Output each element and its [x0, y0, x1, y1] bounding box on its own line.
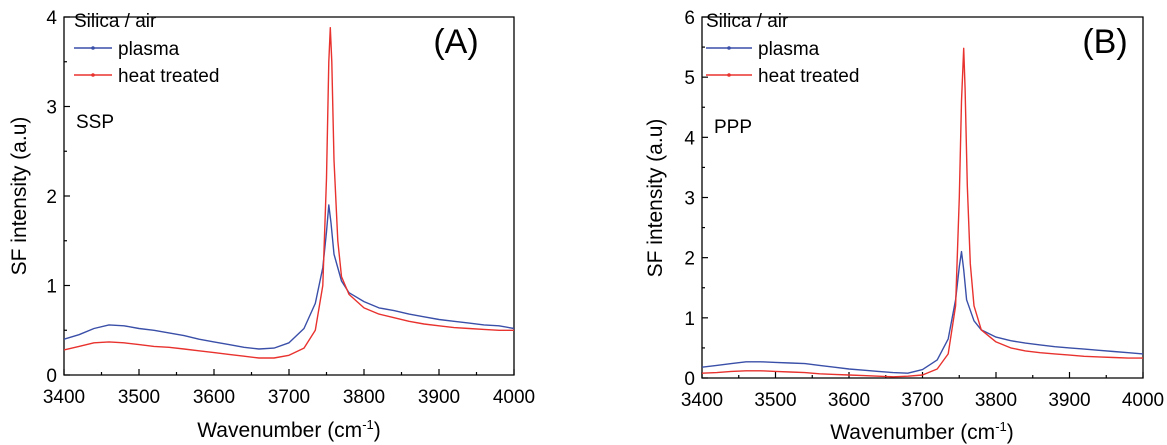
- x-axis-title: Wavenumber (cm-1): [197, 417, 381, 442]
- y-tick-label: 0: [684, 369, 695, 390]
- x-tick-label: 3900: [1048, 390, 1090, 411]
- x-tick-label: 3700: [268, 387, 310, 408]
- y-tick-label: 1: [46, 277, 57, 298]
- series-line-plasma: [63, 204, 515, 350]
- chart-panel-b: 0 1 2 3 4 5 6 3400 3500 3600 3700 3800 3900 4000 (B)…: [644, 8, 1164, 444]
- y-tick-label: 4: [684, 128, 695, 149]
- legend-title: Silica / air: [706, 11, 789, 32]
- x-axis-title: Wavenumber (cm-1): [830, 419, 1014, 444]
- series-line-heat-treated: [63, 27, 514, 359]
- y-axis-title: SF intensity (a.u): [8, 117, 31, 276]
- polarization-label: SSP: [76, 112, 114, 133]
- polarization-label: PPP: [714, 117, 752, 138]
- y-tick-label: 1: [684, 309, 695, 330]
- x-tick-label: 3500: [754, 390, 796, 411]
- panel-label: (A): [433, 23, 478, 61]
- x-tick-label: 3600: [193, 387, 235, 408]
- y-tick-label: 2: [684, 249, 695, 270]
- y-tick-label: 5: [684, 68, 695, 89]
- legend-label-plasma: plasma: [758, 39, 820, 60]
- y-tick-label: 3: [46, 98, 57, 119]
- y-tick-label: 6: [684, 8, 695, 29]
- series-lines: [63, 27, 515, 359]
- y-tick-label: 0: [46, 366, 57, 387]
- y-axis-title: SF intensity (a.u): [644, 119, 667, 278]
- x-tick-label: 3400: [681, 390, 723, 411]
- series-lines: [701, 47, 1144, 378]
- x-tick-label: 3800: [343, 387, 385, 408]
- x-tick-label: 4000: [493, 387, 535, 408]
- legend-title: Silica / air: [74, 11, 157, 32]
- x-ticks: 3400 3500 3600 3700 3800 3900 4000: [681, 372, 1164, 411]
- chart-panel-a: 0 1 2 3 4 3400 3500 3600 3700 3800 3900 4000 (A) S…: [8, 8, 535, 442]
- x-tick-label: 3900: [418, 387, 460, 408]
- y-tick-label: 2: [46, 187, 57, 208]
- legend-label-heat-treated: heat treated: [758, 66, 859, 87]
- y-ticks: 0 1 2 3 4: [46, 8, 70, 387]
- y-ticks: 0 1 2 3 4 5 6: [684, 8, 708, 390]
- x-tick-label: 3700: [901, 390, 943, 411]
- legend-marker-heat-treated: [91, 73, 95, 77]
- legend-label-plasma: plasma: [118, 39, 180, 60]
- x-tick-label: 3800: [975, 390, 1017, 411]
- panel-label: (B): [1082, 23, 1127, 61]
- x-ticks: 3400 3500 3600 3700 3800 3900 4000: [43, 369, 535, 408]
- legend-marker-plasma: [727, 46, 731, 50]
- series-line-heat-treated: [701, 47, 1143, 378]
- x-tick-label: 3400: [43, 387, 85, 408]
- legend-marker-plasma: [91, 46, 95, 50]
- y-tick-label: 3: [684, 189, 695, 210]
- legend-label-heat-treated: heat treated: [118, 66, 219, 87]
- x-tick-label: 4000: [1122, 390, 1164, 411]
- x-tick-label: 3500: [118, 387, 160, 408]
- series-line-plasma: [701, 250, 1144, 374]
- x-tick-label: 3600: [828, 390, 870, 411]
- y-tick-label: 4: [46, 8, 57, 29]
- legend-marker-heat-treated: [727, 73, 731, 77]
